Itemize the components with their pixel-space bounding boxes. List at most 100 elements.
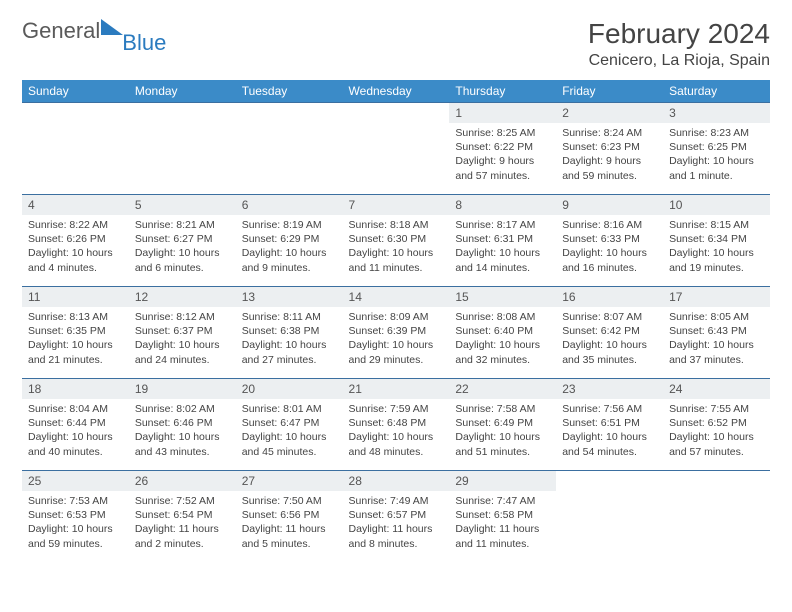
daylight-line: Daylight: 9 hours and 57 minutes. xyxy=(455,154,550,182)
calendar-day-cell: 23Sunrise: 7:56 AMSunset: 6:51 PMDayligh… xyxy=(556,379,663,471)
daylight-line: Daylight: 10 hours and 11 minutes. xyxy=(349,246,444,274)
day-details: Sunrise: 8:19 AMSunset: 6:29 PMDaylight:… xyxy=(236,215,343,279)
day-details: Sunrise: 7:52 AMSunset: 6:54 PMDaylight:… xyxy=(129,491,236,555)
sunrise-line: Sunrise: 7:58 AM xyxy=(455,402,550,416)
dow-tuesday: Tuesday xyxy=(236,80,343,103)
calendar-day-cell: 8Sunrise: 8:17 AMSunset: 6:31 PMDaylight… xyxy=(449,195,556,287)
day-details: Sunrise: 7:58 AMSunset: 6:49 PMDaylight:… xyxy=(449,399,556,463)
calendar-day-cell xyxy=(556,471,663,559)
calendar-day-cell: 2Sunrise: 8:24 AMSunset: 6:23 PMDaylight… xyxy=(556,103,663,195)
day-number: 15 xyxy=(449,287,556,307)
sunset-line: Sunset: 6:54 PM xyxy=(135,508,230,522)
day-number: 3 xyxy=(663,103,770,123)
day-number: 7 xyxy=(343,195,450,215)
daylight-line: Daylight: 10 hours and 57 minutes. xyxy=(669,430,764,458)
calendar-day-cell: 18Sunrise: 8:04 AMSunset: 6:44 PMDayligh… xyxy=(22,379,129,471)
sunrise-line: Sunrise: 7:53 AM xyxy=(28,494,123,508)
daylight-line: Daylight: 10 hours and 4 minutes. xyxy=(28,246,123,274)
day-details: Sunrise: 8:05 AMSunset: 6:43 PMDaylight:… xyxy=(663,307,770,371)
sunset-line: Sunset: 6:53 PM xyxy=(28,508,123,522)
daylight-line: Daylight: 10 hours and 21 minutes. xyxy=(28,338,123,366)
calendar-day-cell: 25Sunrise: 7:53 AMSunset: 6:53 PMDayligh… xyxy=(22,471,129,559)
sunset-line: Sunset: 6:58 PM xyxy=(455,508,550,522)
location-text: Cenicero, La Rioja, Spain xyxy=(588,52,770,70)
sunset-line: Sunset: 6:37 PM xyxy=(135,324,230,338)
calendar-day-cell xyxy=(343,103,450,195)
sunset-line: Sunset: 6:49 PM xyxy=(455,416,550,430)
sunset-line: Sunset: 6:22 PM xyxy=(455,140,550,154)
day-number: 14 xyxy=(343,287,450,307)
day-number: 29 xyxy=(449,471,556,491)
sunrise-line: Sunrise: 8:15 AM xyxy=(669,218,764,232)
sunrise-line: Sunrise: 8:19 AM xyxy=(242,218,337,232)
calendar-day-cell: 7Sunrise: 8:18 AMSunset: 6:30 PMDaylight… xyxy=(343,195,450,287)
day-number: 6 xyxy=(236,195,343,215)
sunrise-line: Sunrise: 8:08 AM xyxy=(455,310,550,324)
day-details: Sunrise: 8:18 AMSunset: 6:30 PMDaylight:… xyxy=(343,215,450,279)
calendar-day-cell: 5Sunrise: 8:21 AMSunset: 6:27 PMDaylight… xyxy=(129,195,236,287)
sunset-line: Sunset: 6:51 PM xyxy=(562,416,657,430)
calendar-week-row: 18Sunrise: 8:04 AMSunset: 6:44 PMDayligh… xyxy=(22,379,770,471)
calendar-day-cell: 17Sunrise: 8:05 AMSunset: 6:43 PMDayligh… xyxy=(663,287,770,379)
calendar-day-cell: 19Sunrise: 8:02 AMSunset: 6:46 PMDayligh… xyxy=(129,379,236,471)
calendar-day-cell: 10Sunrise: 8:15 AMSunset: 6:34 PMDayligh… xyxy=(663,195,770,287)
month-title: February 2024 xyxy=(588,18,770,50)
calendar-day-cell: 12Sunrise: 8:12 AMSunset: 6:37 PMDayligh… xyxy=(129,287,236,379)
day-number: 2 xyxy=(556,103,663,123)
daylight-line: Daylight: 10 hours and 32 minutes. xyxy=(455,338,550,366)
sunset-line: Sunset: 6:35 PM xyxy=(28,324,123,338)
daylight-line: Daylight: 10 hours and 29 minutes. xyxy=(349,338,444,366)
sunrise-line: Sunrise: 8:12 AM xyxy=(135,310,230,324)
sunrise-line: Sunrise: 7:59 AM xyxy=(349,402,444,416)
calendar-day-cell: 21Sunrise: 7:59 AMSunset: 6:48 PMDayligh… xyxy=(343,379,450,471)
sunset-line: Sunset: 6:48 PM xyxy=(349,416,444,430)
daylight-line: Daylight: 10 hours and 9 minutes. xyxy=(242,246,337,274)
daylight-line: Daylight: 11 hours and 8 minutes. xyxy=(349,522,444,550)
calendar-day-cell: 29Sunrise: 7:47 AMSunset: 6:58 PMDayligh… xyxy=(449,471,556,559)
sunrise-line: Sunrise: 8:22 AM xyxy=(28,218,123,232)
day-details: Sunrise: 7:59 AMSunset: 6:48 PMDaylight:… xyxy=(343,399,450,463)
sunset-line: Sunset: 6:40 PM xyxy=(455,324,550,338)
day-number: 8 xyxy=(449,195,556,215)
sunset-line: Sunset: 6:31 PM xyxy=(455,232,550,246)
calendar-day-cell: 20Sunrise: 8:01 AMSunset: 6:47 PMDayligh… xyxy=(236,379,343,471)
sunset-line: Sunset: 6:57 PM xyxy=(349,508,444,522)
day-number: 28 xyxy=(343,471,450,491)
sunset-line: Sunset: 6:27 PM xyxy=(135,232,230,246)
sunrise-line: Sunrise: 8:01 AM xyxy=(242,402,337,416)
calendar-day-cell: 14Sunrise: 8:09 AMSunset: 6:39 PMDayligh… xyxy=(343,287,450,379)
sunset-line: Sunset: 6:52 PM xyxy=(669,416,764,430)
day-number: 27 xyxy=(236,471,343,491)
daylight-line: Daylight: 10 hours and 54 minutes. xyxy=(562,430,657,458)
calendar-day-cell: 13Sunrise: 8:11 AMSunset: 6:38 PMDayligh… xyxy=(236,287,343,379)
day-number: 9 xyxy=(556,195,663,215)
sunrise-line: Sunrise: 8:13 AM xyxy=(28,310,123,324)
daylight-line: Daylight: 10 hours and 37 minutes. xyxy=(669,338,764,366)
day-details: Sunrise: 8:02 AMSunset: 6:46 PMDaylight:… xyxy=(129,399,236,463)
day-details: Sunrise: 8:17 AMSunset: 6:31 PMDaylight:… xyxy=(449,215,556,279)
daylight-line: Daylight: 10 hours and 40 minutes. xyxy=(28,430,123,458)
sunrise-line: Sunrise: 7:52 AM xyxy=(135,494,230,508)
brand-word1: General xyxy=(22,18,100,44)
day-number: 13 xyxy=(236,287,343,307)
dow-wednesday: Wednesday xyxy=(343,80,450,103)
dow-header-row: Sunday Monday Tuesday Wednesday Thursday… xyxy=(22,80,770,103)
sunrise-line: Sunrise: 8:17 AM xyxy=(455,218,550,232)
brand-triangle-icon xyxy=(101,19,123,35)
day-number: 5 xyxy=(129,195,236,215)
day-details: Sunrise: 8:13 AMSunset: 6:35 PMDaylight:… xyxy=(22,307,129,371)
day-details: Sunrise: 7:55 AMSunset: 6:52 PMDaylight:… xyxy=(663,399,770,463)
brand-word2: Blue xyxy=(122,30,166,56)
calendar-day-cell: 28Sunrise: 7:49 AMSunset: 6:57 PMDayligh… xyxy=(343,471,450,559)
day-number: 20 xyxy=(236,379,343,399)
day-number: 23 xyxy=(556,379,663,399)
calendar-day-cell xyxy=(129,103,236,195)
day-number: 18 xyxy=(22,379,129,399)
sunset-line: Sunset: 6:26 PM xyxy=(28,232,123,246)
sunset-line: Sunset: 6:42 PM xyxy=(562,324,657,338)
dow-sunday: Sunday xyxy=(22,80,129,103)
day-number: 16 xyxy=(556,287,663,307)
calendar-week-row: 25Sunrise: 7:53 AMSunset: 6:53 PMDayligh… xyxy=(22,471,770,559)
calendar-body: 1Sunrise: 8:25 AMSunset: 6:22 PMDaylight… xyxy=(22,103,770,559)
sunset-line: Sunset: 6:39 PM xyxy=(349,324,444,338)
